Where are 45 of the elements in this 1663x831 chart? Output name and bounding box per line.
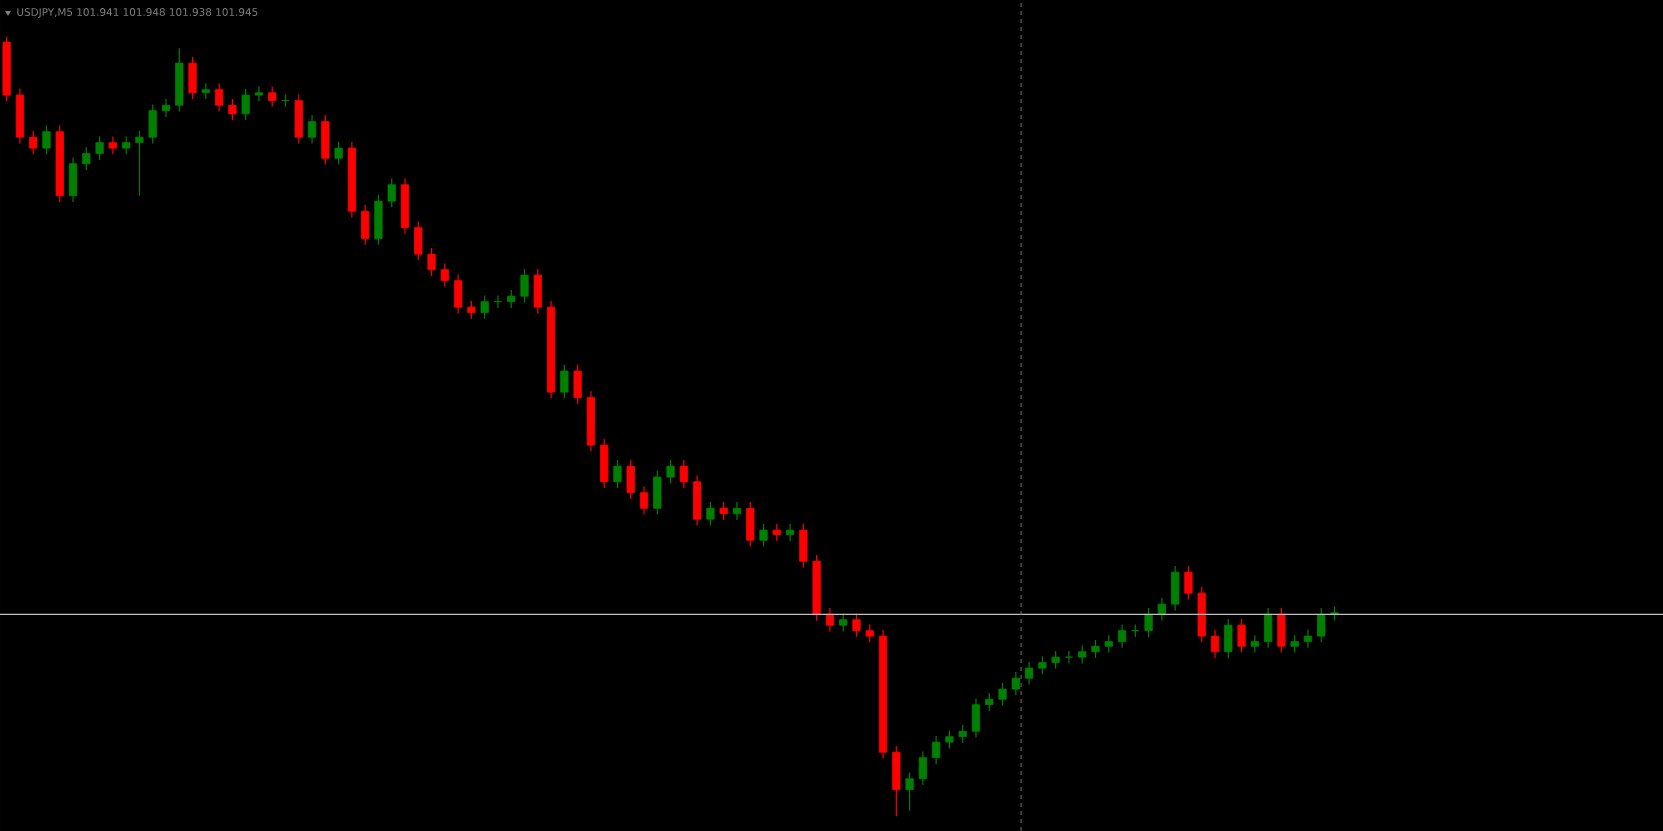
candlestick	[1303, 629, 1313, 649]
candlestick	[161, 98, 171, 118]
candlestick	[82, 146, 91, 171]
candlestick	[759, 523, 768, 548]
candlestick	[520, 268, 529, 304]
candlestick	[108, 135, 117, 155]
candlestick	[706, 501, 715, 527]
candlestick	[254, 85, 264, 102]
candlestick	[387, 177, 396, 208]
candlestick	[613, 459, 622, 489]
candlestick	[918, 750, 927, 786]
candlestick	[1024, 661, 1034, 686]
candlestick	[1011, 671, 1020, 696]
candlestick	[1184, 565, 1193, 601]
candlestick	[440, 262, 449, 288]
candlestick	[95, 135, 104, 161]
candlestick	[639, 485, 649, 516]
candlestick	[214, 82, 224, 113]
candlestick	[1237, 618, 1246, 654]
candlestick	[29, 130, 38, 155]
candlestick	[480, 294, 489, 320]
candlestick	[998, 682, 1007, 707]
candlestick	[825, 607, 835, 633]
candlestick	[852, 612, 861, 638]
candlestick	[785, 523, 795, 542]
candlestick	[241, 88, 250, 121]
candlestick	[307, 114, 317, 145]
candlestick	[1117, 623, 1127, 649]
candlestick	[42, 124, 51, 155]
candlestick	[334, 141, 343, 166]
candlestick	[1157, 597, 1167, 622]
candlestick	[427, 247, 436, 277]
candlestick	[732, 501, 742, 521]
candlestick	[905, 771, 914, 812]
candlestick	[560, 364, 569, 399]
candlestick	[666, 459, 675, 484]
candlestick	[1210, 629, 1220, 659]
candlestick	[679, 459, 688, 489]
candlestick	[268, 85, 277, 108]
candlestick	[1317, 607, 1326, 643]
chart-title: USDJPY,M5 101.941 101.948 101.938 101.945	[17, 8, 258, 18]
candlestick	[228, 98, 237, 121]
candlestick	[135, 130, 144, 197]
candlestick	[932, 735, 941, 765]
candlestick	[1144, 607, 1153, 638]
